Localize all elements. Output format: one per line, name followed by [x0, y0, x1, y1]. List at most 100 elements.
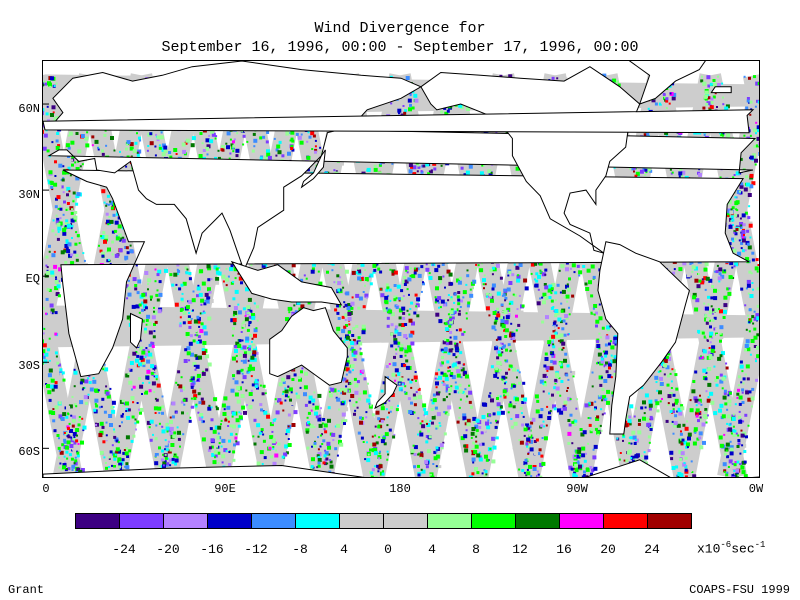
- divergence-pixel: [129, 361, 134, 365]
- divergence-pixel: [407, 397, 411, 401]
- divergence-pixel: [403, 391, 406, 394]
- divergence-pixel: [746, 347, 751, 352]
- divergence-pixel: [407, 348, 412, 353]
- divergence-pixel: [438, 375, 442, 380]
- divergence-pixel: [337, 288, 341, 292]
- divergence-pixel: [274, 453, 279, 458]
- divergence-pixel: [409, 380, 413, 384]
- divergence-pixel: [481, 442, 485, 446]
- divergence-pixel: [527, 427, 531, 431]
- divergence-pixel: [134, 418, 137, 421]
- divergence-pixel: [55, 197, 58, 201]
- divergence-pixel: [187, 320, 192, 324]
- divergence-pixel: [500, 410, 505, 415]
- divergence-pixel: [318, 414, 321, 417]
- divergence-pixel: [368, 402, 371, 405]
- divergence-pixel: [484, 298, 487, 301]
- divergence-pixel: [97, 146, 99, 149]
- divergence-pixel: [103, 239, 107, 244]
- divergence-pixel: [162, 461, 167, 466]
- divergence-pixel: [111, 400, 116, 405]
- divergence-pixel: [172, 434, 177, 439]
- divergence-pixel: [228, 463, 232, 466]
- divergence-pixel: [149, 419, 154, 424]
- divergence-pixel: [124, 258, 127, 261]
- divergence-pixel: [388, 363, 391, 365]
- divergence-pixel: [735, 433, 739, 437]
- divergence-pixel: [362, 390, 367, 395]
- divergence-pixel: [394, 325, 398, 329]
- divergence-pixel: [490, 398, 494, 403]
- divergence-pixel: [387, 453, 390, 456]
- divergence-pixel: [180, 149, 182, 151]
- divergence-pixel: [394, 328, 397, 331]
- divergence-pixel: [235, 441, 240, 446]
- divergence-pixel: [100, 405, 103, 408]
- divergence-pixel: [177, 269, 181, 273]
- divergence-pixel: [70, 457, 74, 461]
- divergence-pixel: [406, 271, 409, 274]
- divergence-pixel: [448, 388, 452, 392]
- divergence-pixel: [57, 230, 60, 233]
- divergence-pixel: [200, 303, 203, 306]
- divergence-pixel: [183, 403, 186, 406]
- divergence-pixel: [407, 277, 412, 282]
- divergence-pixel: [468, 390, 473, 395]
- divergence-pixel: [261, 392, 265, 396]
- divergence-pixel: [175, 381, 178, 384]
- divergence-pixel: [425, 435, 429, 438]
- divergence-pixel: [379, 450, 381, 453]
- divergence-pixel: [358, 397, 362, 401]
- divergence-pixel: [85, 143, 90, 148]
- divergence-pixel: [438, 391, 441, 394]
- divergence-pixel: [143, 296, 146, 299]
- divergence-pixel: [502, 389, 507, 394]
- divergence-pixel: [293, 410, 298, 415]
- divergence-pixel: [237, 272, 240, 275]
- divergence-pixel: [117, 457, 122, 462]
- divergence-pixel: [449, 330, 453, 334]
- divergence-pixel: [291, 423, 296, 427]
- divergence-pixel: [166, 430, 169, 433]
- divergence-pixel: [505, 371, 508, 375]
- divergence-pixel: [114, 453, 117, 456]
- divergence-pixel: [285, 429, 290, 433]
- divergence-pixel: [445, 390, 448, 393]
- divergence-pixel: [111, 444, 114, 447]
- divergence-pixel: [469, 288, 472, 291]
- divergence-pixel: [427, 172, 431, 176]
- divergence-pixel: [148, 426, 151, 429]
- divergence-pixel: [389, 299, 392, 302]
- divergence-pixel: [54, 311, 58, 315]
- divergence-pixel: [334, 308, 338, 312]
- divergence-pixel: [129, 244, 132, 247]
- divergence-pixel: [506, 307, 511, 312]
- divergence-pixel: [491, 273, 494, 276]
- divergence-pixel: [314, 148, 318, 152]
- divergence-pixel: [188, 325, 192, 329]
- divergence-pixel: [475, 440, 478, 443]
- divergence-pixel: [395, 306, 399, 309]
- divergence-pixel: [377, 455, 382, 459]
- divergence-pixel: [364, 284, 366, 287]
- divergence-pixel: [504, 296, 508, 300]
- divergence-pixel: [404, 109, 408, 113]
- divergence-pixel: [414, 267, 416, 270]
- divergence-pixel: [386, 424, 389, 427]
- divergence-pixel: [125, 401, 129, 406]
- divergence-pixel: [494, 346, 499, 351]
- divergence-pixel: [118, 248, 123, 253]
- divergence-pixel: [232, 144, 236, 148]
- divergence-pixel: [155, 293, 159, 297]
- divergence-pixel: [468, 445, 472, 449]
- divergence-pixel: [361, 327, 366, 332]
- divergence-pixel: [334, 447, 338, 451]
- divergence-pixel: [486, 425, 491, 430]
- divergence-pixel: [481, 402, 486, 407]
- divergence-pixel: [113, 229, 117, 233]
- divergence-pixel: [190, 385, 194, 389]
- divergence-pixel: [108, 414, 113, 418]
- divergence-pixel: [460, 376, 463, 379]
- divergence-pixel: [347, 310, 351, 313]
- divergence-pixel: [164, 268, 168, 273]
